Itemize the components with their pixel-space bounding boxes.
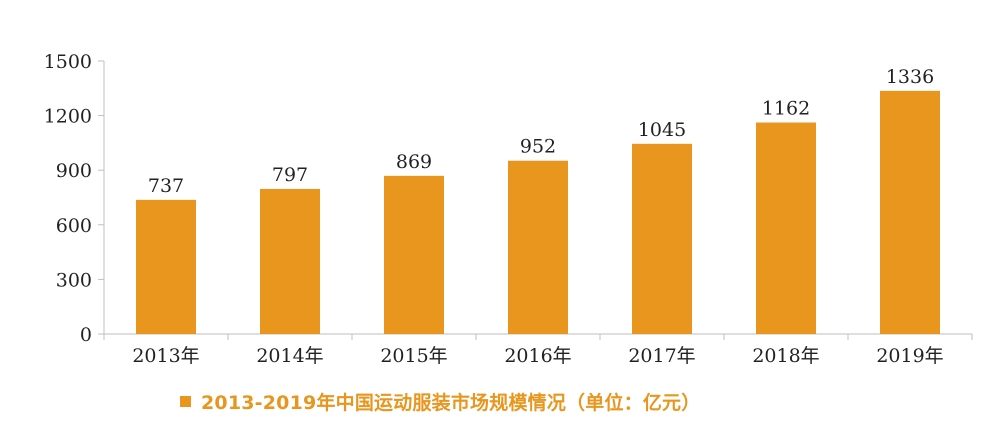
y-tick-label: 300 <box>56 269 92 291</box>
x-tick-label: 2014年 <box>256 345 323 367</box>
data-label: 1162 <box>762 98 810 120</box>
y-tick-label: 0 <box>80 324 92 346</box>
bar <box>508 160 568 334</box>
data-labels: 737 797 869 952 1045 1162 1336 <box>148 66 934 197</box>
x-axis: 2013年 2014年 2015年 2016年 2017年 2018年 2019年 <box>103 333 973 367</box>
y-tick-label: 900 <box>56 160 92 182</box>
x-tick-label: 2019年 <box>876 345 943 367</box>
y-tick-label: 600 <box>56 215 92 237</box>
bar <box>384 175 444 334</box>
x-tick-label: 2015年 <box>380 345 447 367</box>
bar <box>880 90 940 335</box>
legend-label: 2013-2019年中国运动服装市场规模情况（单位：亿元） <box>201 392 701 414</box>
data-label: 1045 <box>638 119 686 141</box>
data-label: 1336 <box>886 66 934 88</box>
y-tick-label: 1500 <box>44 51 92 73</box>
data-label: 952 <box>520 136 556 158</box>
y-tick-label: 1200 <box>44 106 92 128</box>
x-tick-label: 2016年 <box>504 345 571 367</box>
bars <box>136 90 940 335</box>
x-tick-label: 2017年 <box>628 345 695 367</box>
bar <box>260 188 320 334</box>
x-tick-label: 2013年 <box>132 345 199 367</box>
bar <box>136 199 196 334</box>
data-label: 797 <box>272 164 308 186</box>
legend: 2013-2019年中国运动服装市场规模情况（单位：亿元） <box>180 388 700 415</box>
bar <box>632 143 692 334</box>
bar <box>756 122 816 335</box>
x-tick-label: 2018年 <box>752 345 819 367</box>
data-label: 737 <box>148 175 184 197</box>
data-label: 869 <box>396 151 432 173</box>
legend-swatch <box>180 396 191 407</box>
y-axis: 0 300 600 900 1200 1500 <box>44 51 105 346</box>
